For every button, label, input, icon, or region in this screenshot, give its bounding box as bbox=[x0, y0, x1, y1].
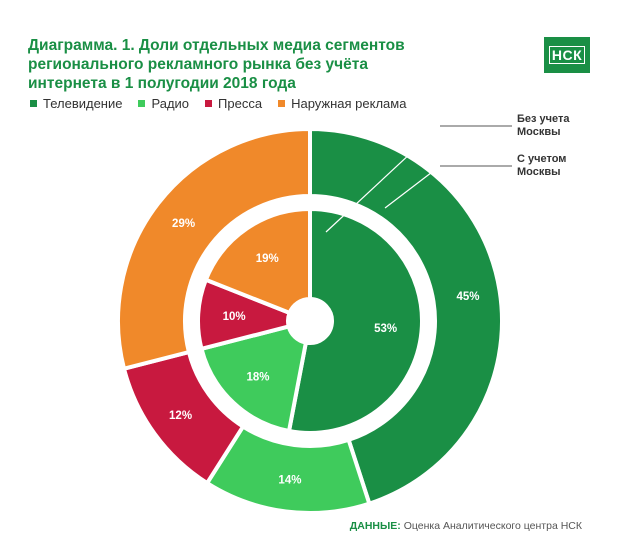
legend-label-outdoor: Наружная реклама bbox=[291, 96, 407, 111]
nsk-logo: НСК bbox=[544, 37, 590, 73]
outer-label-radio: 14% bbox=[278, 475, 301, 487]
inner-slice-tv bbox=[286, 206, 424, 435]
inner-label-radio: 18% bbox=[246, 371, 269, 383]
source-label: ДАННЫЕ: bbox=[349, 520, 401, 532]
legend-swatch-press bbox=[205, 100, 213, 107]
legend-swatch-tv bbox=[30, 100, 37, 107]
callout-label-inner-line-1: Без учета bbox=[517, 113, 570, 125]
title-line-3: интернета в 1 полугодии 2018 года bbox=[28, 75, 296, 92]
callout-label-outer-line-2: Москвы bbox=[517, 166, 561, 178]
outer-slice-outdoor bbox=[116, 126, 312, 372]
outer-label-press: 12% bbox=[169, 410, 192, 422]
legend-label-radio: Радио bbox=[151, 96, 190, 111]
legend-item-outdoor: Наружная реклама bbox=[278, 96, 406, 111]
outer-slice-tv bbox=[308, 126, 504, 507]
inner-slice-radio bbox=[199, 324, 309, 434]
callout-label-inner-line-2: Москвы bbox=[517, 126, 561, 138]
chart-title: Диаграмма. 1. Доли отдельных медиа сегме… bbox=[28, 36, 428, 93]
legend-item-press: Пресса bbox=[205, 96, 262, 111]
legend-label-press: Пресса bbox=[218, 96, 263, 111]
inner-label-outdoor: 19% bbox=[256, 253, 279, 265]
inner-label-press: 10% bbox=[223, 311, 246, 323]
logo-text: НСК bbox=[548, 46, 586, 64]
title-line-2: регионального рекламного рынка без учёта bbox=[28, 56, 368, 73]
inner-slice-outdoor bbox=[203, 206, 312, 316]
inner-label-tv: 53% bbox=[374, 323, 397, 335]
source-text: Оценка Аналитического центра НСК bbox=[403, 520, 582, 532]
legend-label-tv: Телевидение bbox=[43, 96, 123, 111]
chart-legend: Телевидение Радио Пресса Наружная реклам… bbox=[30, 96, 406, 111]
legend-item-tv: Телевидение bbox=[30, 96, 122, 111]
title-line-1: Диаграмма. 1. Доли отдельных медиа сегме… bbox=[28, 37, 405, 54]
source-note: ДАННЫЕ: Оценка Аналитического центра НСК bbox=[350, 520, 582, 532]
outer-label-tv: 45% bbox=[457, 291, 480, 303]
legend-item-radio: Радио bbox=[138, 96, 189, 111]
outer-label-outdoor: 29% bbox=[172, 218, 195, 230]
callout-label-outer-line-1: С учетом bbox=[517, 153, 566, 165]
legend-swatch-radio bbox=[138, 100, 146, 107]
legend-swatch-outdoor bbox=[278, 100, 286, 107]
